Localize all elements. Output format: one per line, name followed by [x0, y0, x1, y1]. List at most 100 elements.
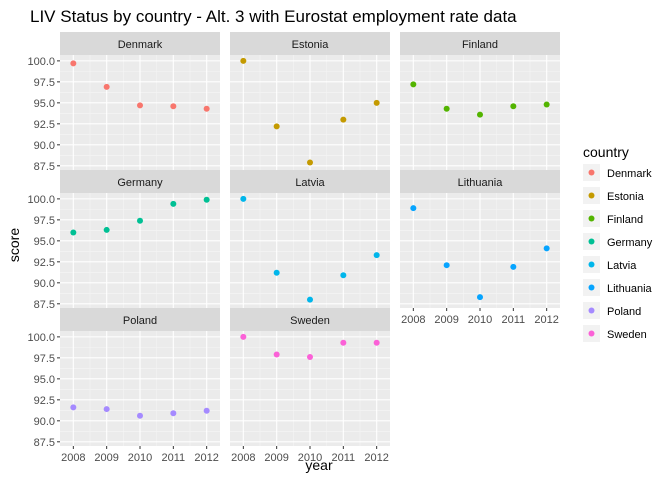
- data-point: [203, 407, 210, 414]
- chart-title: LIV Status by country - Alt. 3 with Euro…: [30, 7, 517, 26]
- y-tick-label: 92.5: [34, 395, 55, 407]
- x-tick-label: 2009: [434, 314, 458, 326]
- y-tick-label: 87.5: [34, 299, 55, 311]
- y-tick-label: 95.0: [34, 374, 55, 386]
- facet-panel: Poland: [60, 308, 220, 446]
- facet-strip: [60, 308, 220, 331]
- data-point: [203, 105, 210, 112]
- data-point: [273, 351, 280, 358]
- data-point: [510, 103, 517, 110]
- facet-strip: [230, 308, 390, 331]
- y-tick-label: 90.0: [34, 416, 55, 428]
- data-point: [170, 103, 177, 110]
- data-point: [170, 200, 177, 207]
- legend-label: Poland: [607, 306, 641, 318]
- x-tick-label: 2008: [401, 314, 425, 326]
- legend-label: Denmark: [607, 168, 652, 180]
- facet-panel: Denmark: [60, 32, 220, 170]
- x-tick-label: 2012: [534, 314, 558, 326]
- data-point: [137, 412, 143, 419]
- y-tick-label: 95.0: [34, 98, 55, 110]
- data-point: [543, 101, 550, 108]
- facet-panel: Estonia: [230, 32, 390, 170]
- legend-label: Finland: [607, 214, 643, 226]
- data-point: [373, 339, 380, 346]
- legend-key-point: [588, 215, 595, 222]
- y-axis-title: score: [6, 228, 22, 262]
- data-point: [137, 102, 143, 109]
- y-axis-ticks: 87.5 90.0 92.5 95.0 97.5 100.0 87.5 90.0 92.5 95.…: [27, 56, 60, 449]
- y-tick-label: 92.5: [34, 257, 55, 269]
- facet-strip-label: Lithuania: [458, 177, 504, 189]
- data-point: [373, 99, 380, 106]
- facet-strip-label: Finland: [462, 39, 498, 51]
- facet-strip: [400, 32, 560, 55]
- legend: country Denmark Estonia Finland Germany Latv…: [583, 144, 653, 342]
- y-tick-label: 100.0: [27, 332, 55, 344]
- y-tick-label: 87.5: [34, 161, 55, 173]
- data-point: [443, 105, 450, 112]
- x-tick-label: 2008: [61, 452, 85, 464]
- data-point: [307, 354, 313, 361]
- facet-panel: Lithuania: [400, 170, 560, 308]
- x-tick-label: 2010: [468, 314, 492, 326]
- facet-panel: Sweden: [230, 308, 390, 446]
- facet-panels: Denmark Estonia Finland Germany Latvia Lithua…: [60, 32, 560, 446]
- legend-key-point: [588, 192, 595, 199]
- facet-strip-label: Latvia: [295, 177, 325, 189]
- y-tick-label: 90.0: [34, 278, 55, 290]
- x-axis-title: year: [305, 457, 333, 473]
- facet-strip: [60, 170, 220, 193]
- legend-label: Latvia: [607, 260, 637, 272]
- legend-item: Estonia: [583, 187, 645, 204]
- data-point: [307, 296, 313, 303]
- legend-label: Estonia: [607, 191, 645, 203]
- data-point: [70, 229, 77, 236]
- y-tick-label: 87.5: [34, 437, 55, 449]
- legend-item: Latvia: [583, 256, 637, 273]
- data-point: [340, 339, 347, 346]
- x-axis-ticks: 2008 2009 2010 2011 2012 2008 2009 2010 2011 2012…: [61, 308, 559, 464]
- data-point: [373, 252, 380, 259]
- legend-key-point: [588, 169, 595, 176]
- x-tick-label: 2012: [364, 452, 388, 464]
- facet-strip-label: Estonia: [292, 39, 330, 51]
- legend-label: Sweden: [607, 329, 647, 341]
- x-tick-label: 2010: [298, 452, 322, 464]
- data-point: [477, 294, 483, 301]
- data-point: [240, 57, 247, 64]
- legend-item: Poland: [583, 302, 641, 319]
- facet-panel: Latvia: [230, 170, 390, 308]
- data-point: [410, 81, 417, 88]
- y-tick-label: 97.5: [34, 353, 55, 365]
- data-point: [307, 159, 313, 166]
- x-tick-label: 2010: [128, 452, 152, 464]
- x-tick-label: 2009: [94, 452, 118, 464]
- legend-title: country: [583, 144, 629, 160]
- data-point: [443, 262, 450, 269]
- legend-item: Finland: [583, 210, 643, 227]
- facet-strip-label: Sweden: [290, 315, 330, 327]
- data-point: [137, 217, 143, 224]
- x-tick-label: 2011: [162, 452, 186, 464]
- data-point: [203, 196, 210, 203]
- data-point: [103, 226, 110, 233]
- data-point: [70, 404, 77, 411]
- y-tick-label: 90.0: [34, 140, 55, 152]
- data-point: [543, 245, 550, 252]
- data-point: [410, 205, 417, 212]
- legend-item: Denmark: [583, 164, 652, 181]
- y-tick-label: 95.0: [34, 236, 55, 248]
- facet-panel: Finland: [400, 32, 560, 170]
- facet-strip: [60, 32, 220, 55]
- legend-item: Germany: [583, 233, 653, 250]
- y-tick-label: 97.5: [34, 215, 55, 227]
- data-point: [340, 116, 347, 123]
- legend-key-point: [588, 330, 595, 337]
- legend-key-point: [588, 261, 595, 268]
- x-tick-label: 2011: [332, 452, 356, 464]
- facet-strip-label: Denmark: [118, 39, 163, 51]
- x-tick-label: 2009: [264, 452, 288, 464]
- y-tick-label: 92.5: [34, 119, 55, 131]
